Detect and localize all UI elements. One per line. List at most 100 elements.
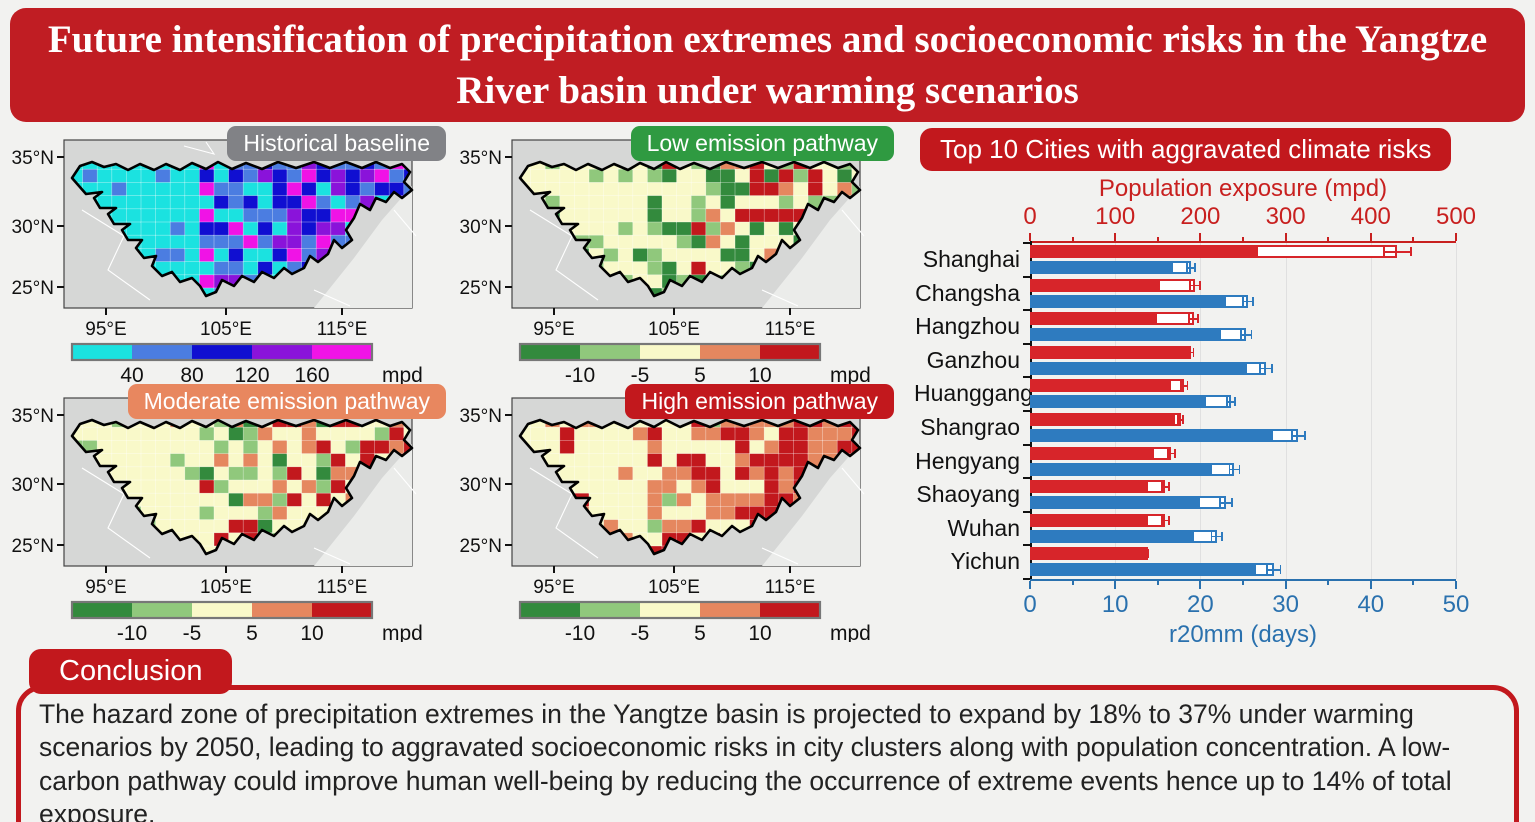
lon-tick-label: 105°E <box>200 319 252 340</box>
error-whisker <box>1382 247 1412 256</box>
city-label: Hangzhou <box>915 313 1020 340</box>
title-banner: Future intensification of precipitation … <box>10 8 1525 122</box>
map-badge-low: Low emission pathway <box>630 126 894 161</box>
colorbar-tick-label: 5 <box>694 622 706 642</box>
axis-tick <box>1071 237 1074 241</box>
lat-tick-label: 25°N <box>12 278 54 299</box>
bottom-tick-label: 50 <box>1442 591 1470 618</box>
grid-line <box>1370 243 1372 579</box>
bottom-axis-title: r20mm (days) <box>1168 621 1318 648</box>
city-label: Changsha <box>915 279 1020 306</box>
spine-tick <box>1023 275 1030 278</box>
maps-grid: 35°N 30°N 25°N 95°E 105°E 115°E 40 80 120 160 mpd H… <box>6 126 902 649</box>
error-whisker <box>1266 565 1282 575</box>
colorbar-unit-label: mpd <box>830 364 871 384</box>
exposure-bar-filled <box>1030 446 1154 460</box>
conclusion-badge: Conclusion <box>29 649 233 694</box>
r20mm-bar-filled <box>1030 361 1248 375</box>
map-panel-historical: 35°N 30°N 25°N 95°E 105°E 115°E 40 80 120 160 mpd H… <box>6 126 454 387</box>
city-labels: Shanghai Changsha Hangzhou Ganzhou Huanggang… <box>914 243 1033 579</box>
r20mm-bar <box>1030 294 1456 308</box>
spine-tick <box>1023 544 1030 547</box>
colorbar-unit-label: mpd <box>830 622 871 642</box>
r20mm-bar <box>1030 563 1456 577</box>
lon-tick-label: 105°E <box>648 577 700 598</box>
r20mm-bar-filled <box>1030 261 1174 274</box>
axis-tick <box>1327 237 1330 241</box>
r20mm-bar <box>1030 496 1456 510</box>
grid-line <box>1115 243 1117 579</box>
lat-tick-label: 25°N <box>460 536 502 557</box>
r20mm-bar-filled <box>1030 429 1273 442</box>
r20mm-bar-filled <box>1030 294 1226 308</box>
r20mm-bar-filled <box>1030 462 1213 476</box>
axis-tick <box>1412 237 1415 241</box>
lat-tick-label: 35°N <box>460 406 502 427</box>
conclusion-text: The hazard zone of precipitation extreme… <box>39 699 1452 822</box>
exposure-bar <box>1030 278 1456 292</box>
spine-tick <box>1023 477 1030 480</box>
bottom-tick-label: 30 <box>1272 591 1299 618</box>
colorbar-tick-label: 10 <box>748 622 771 642</box>
axis-tick <box>1455 233 1457 241</box>
colorbar-tick-label: 10 <box>748 364 771 384</box>
error-whisker <box>1242 296 1255 306</box>
r20mm-bar-filled <box>1030 496 1201 510</box>
lat-tick-label: 35°N <box>460 148 502 169</box>
map-panel-high-emission: 35°N 30°N 25°N 95°E 105°E 115°E -10 -5 5 10 mpd Hig… <box>454 384 902 646</box>
bottom-axis-tick-labels: 0 10 20 30 40 50 <box>1023 591 1490 619</box>
colorbar-tick-label: -5 <box>631 364 650 384</box>
exposure-bar <box>1030 513 1456 527</box>
axis-tick <box>1455 581 1457 589</box>
bottom-tick-label: 10 <box>1101 591 1129 618</box>
top-tick-label: 200 <box>1180 203 1221 230</box>
spine-tick <box>1023 376 1030 379</box>
grid-line <box>1200 243 1202 579</box>
lon-tick-label: 95°E <box>533 319 574 340</box>
axis-tick <box>1071 581 1074 585</box>
city-label: Yichun <box>950 548 1020 575</box>
bar-chart-panel: Top 10 Cities with aggravated climate ri… <box>902 126 1534 649</box>
error-whisker <box>1240 330 1253 340</box>
map-svg-moderate: 35°N 30°N 25°N 95°E 105°E 115°E -10 -5 5 10 mpd <box>12 397 423 645</box>
colorbar-tick-label: -10 <box>565 364 595 384</box>
error-whisker <box>1219 498 1233 508</box>
city-label: Shangrao <box>920 413 1020 440</box>
map-panel-low-emission: 35°N 30°N 25°N 95°E 105°E 115°E -10 -5 5 10 mpd Low… <box>454 126 902 387</box>
exposure-bar-filled <box>1030 513 1148 527</box>
chart-grid: Shanghai Changsha Hangzhou Ganzhou Huanggang… <box>914 241 1534 581</box>
lon-tick-label: 105°E <box>200 577 252 598</box>
city-label: Ganzhou <box>926 346 1020 373</box>
r20mm-bar <box>1030 361 1456 375</box>
map-svg-high: 35°N 30°N 25°N 95°E 105°E 115°E -10 -5 5 10 mpd <box>460 397 871 645</box>
spine-tick <box>1023 242 1030 244</box>
axis-tick <box>1284 581 1287 589</box>
spine-tick <box>1023 309 1030 312</box>
top-tick-label: 500 <box>1435 203 1477 230</box>
colorbar-tick-label: -10 <box>117 622 147 642</box>
top-axis-title: Population exposure (mpd) <box>1098 175 1388 202</box>
colorbar <box>518 600 822 620</box>
colorbar-tick-label: 5 <box>694 364 706 384</box>
map-badge-high: High emission pathway <box>625 384 894 419</box>
axis-tick <box>1199 233 1202 241</box>
error-whisker <box>1187 347 1195 357</box>
page-title: Future intensification of precipitation … <box>47 17 1488 112</box>
chart-plot <box>1023 241 1500 581</box>
exposure-bar <box>1030 413 1456 426</box>
colorbar <box>518 342 822 362</box>
colorbar-tick-label: -5 <box>183 622 202 642</box>
bottom-tick-label: 20 <box>1187 591 1214 618</box>
colorbar-tick-label: 120 <box>234 364 269 384</box>
r20mm-bar-filled <box>1030 529 1194 543</box>
top-tick-label: 100 <box>1095 203 1136 230</box>
bottom-axis-line <box>1029 579 1457 591</box>
error-whisker <box>1225 397 1237 407</box>
colorbar-tick-label: -10 <box>565 622 595 642</box>
r20mm-bar <box>1030 328 1456 342</box>
colorbar-tick-label: 10 <box>300 622 323 642</box>
lon-tick-label: 95°E <box>85 319 126 340</box>
exposure-bar-filled <box>1030 547 1146 561</box>
map-badge-historical: Historical baseline <box>227 126 446 161</box>
